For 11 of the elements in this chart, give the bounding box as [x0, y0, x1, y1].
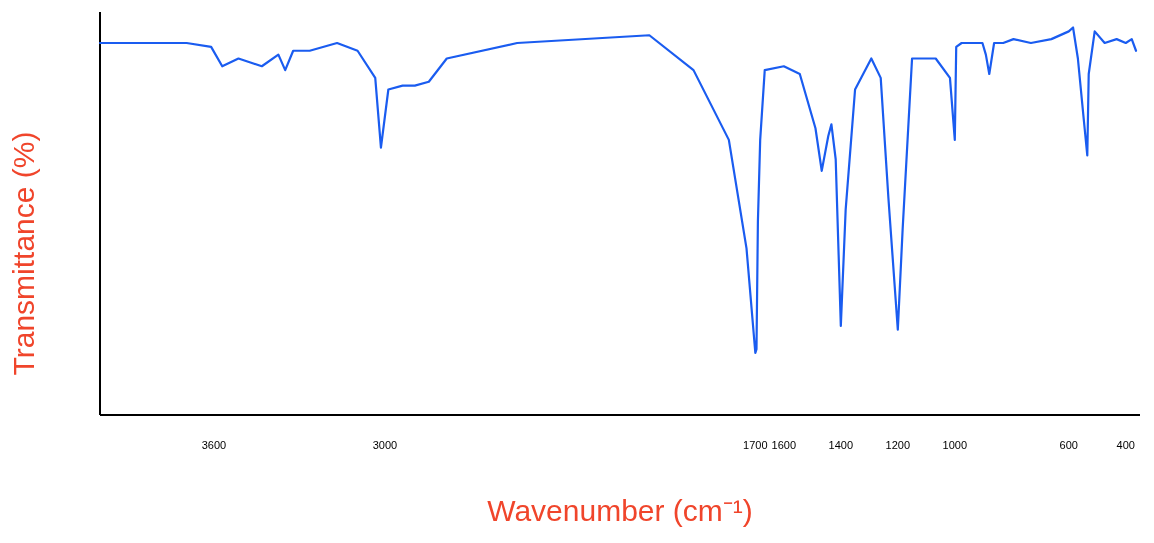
x-axis-title: Wavenumber (cm⁻¹)	[487, 494, 753, 527]
x-tick-label: 1600	[771, 439, 797, 451]
x-tick-label: 1200	[885, 439, 911, 451]
x-tick-label: 3600	[201, 439, 227, 451]
y-axis-title: Transmittance (%)	[7, 131, 40, 376]
x-tick-label: 400	[1116, 439, 1135, 451]
x-tick-label: 3000	[372, 439, 398, 451]
x-tick-label: 1000	[942, 439, 968, 451]
x-tick-label: 600	[1059, 439, 1078, 451]
x-tick-label: 1400	[828, 439, 854, 451]
x-tick-label: 1700	[743, 439, 768, 451]
